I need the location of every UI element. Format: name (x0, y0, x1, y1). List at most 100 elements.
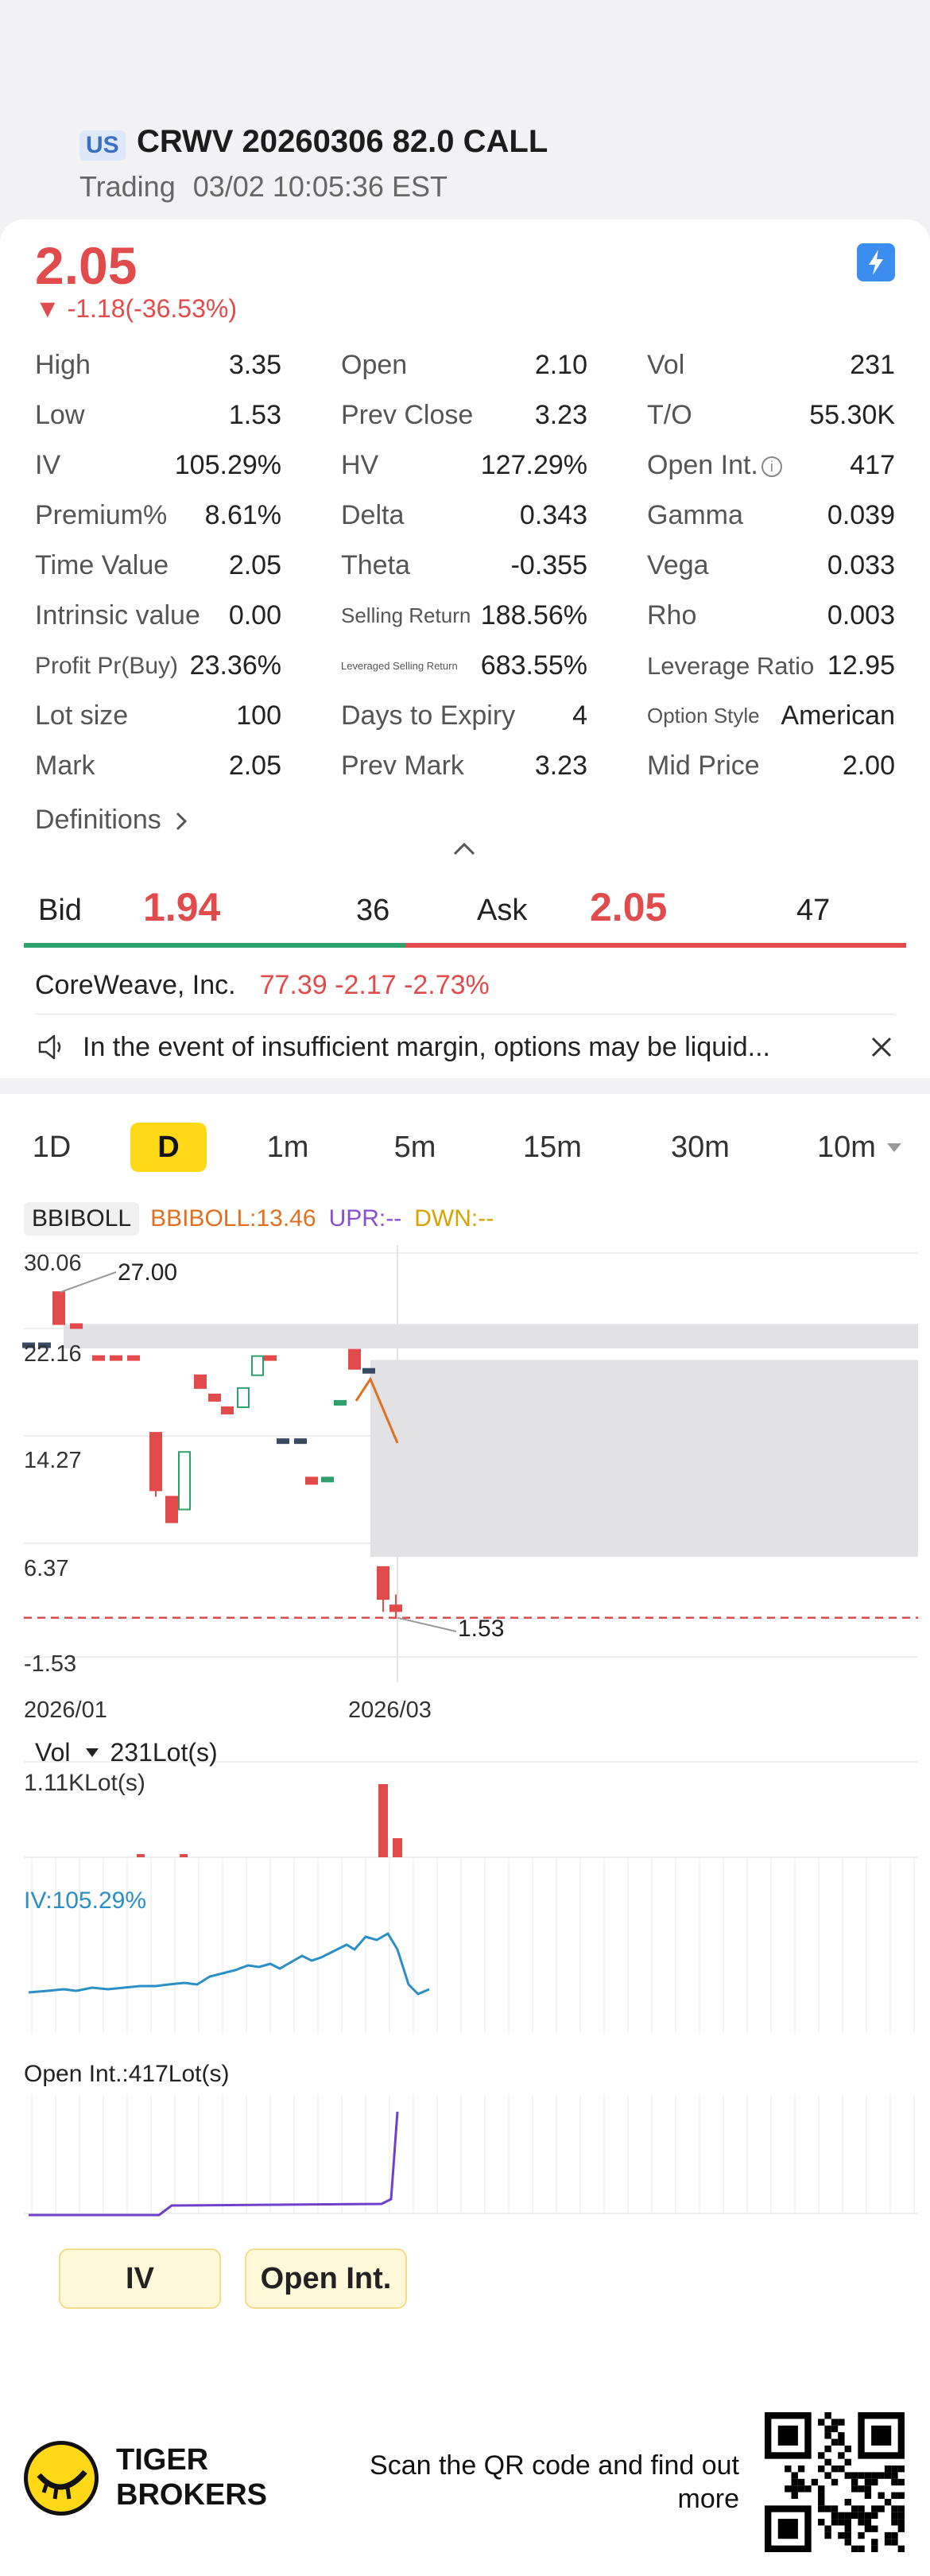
qr-module (871, 2545, 878, 2552)
margin-notice[interactable]: In the event of insufficient margin, opt… (35, 1018, 895, 1077)
qr-module (851, 2512, 858, 2520)
qr-module (891, 2465, 898, 2473)
qr-module (791, 2472, 798, 2479)
tiger-logo (24, 2441, 99, 2516)
qr-module (844, 2458, 851, 2466)
speaker-icon (38, 1034, 61, 1060)
stat-delta: Delta 0.343 (341, 500, 587, 530)
low-annotation: 1.53 (458, 1616, 504, 1642)
qr-module (864, 2485, 872, 2493)
qr-module (838, 2432, 845, 2439)
qr-module (831, 2465, 839, 2473)
ask-label: Ask (477, 894, 528, 927)
ask-price[interactable]: 2.05 (590, 885, 668, 929)
underlying-name: CoreWeave, Inc. (35, 970, 236, 1000)
candle-body (127, 1355, 140, 1361)
tab-1m[interactable]: 1m (266, 1130, 309, 1164)
qr-module (818, 2485, 825, 2493)
stats-grid: High 3.35 Open 2.10 Vol 231 Low 1.53 Prev Cl… (35, 340, 895, 791)
bid-price[interactable]: 1.94 (143, 885, 221, 929)
definitions-link[interactable]: Definitions (35, 805, 189, 836)
indicator-name[interactable]: BBIBOLL (24, 1202, 140, 1236)
qr-module (878, 2492, 885, 2499)
indicator-row[interactable]: BBIBOLL BBIBOLL:13.46 UPR:-- DWN:-- (24, 1202, 494, 1236)
qr-module (824, 2472, 831, 2479)
qr-module (897, 2492, 905, 2499)
last-price: 2.05 (35, 236, 138, 295)
status-timestamp: 03/02 10:05:36 EST (192, 170, 448, 203)
open-int-label: Open Int.:417Lot(s) (24, 2061, 230, 2087)
qr-module (831, 2419, 839, 2426)
qr-module (838, 2465, 845, 2473)
qr-finder (871, 2425, 892, 2446)
volume-row[interactable]: Vol 231Lot(s) (35, 1738, 218, 1767)
iv-line (28, 1931, 430, 1996)
qr-module (897, 2478, 905, 2486)
bollinger-band (370, 1360, 918, 1558)
qr-module (797, 2485, 805, 2493)
iv-toggle-button[interactable]: IV (59, 2248, 221, 2309)
close-icon[interactable] (868, 1034, 895, 1061)
qr-module (891, 2492, 898, 2499)
tab-10m-dropdown[interactable]: 10m (809, 1123, 909, 1172)
bollinger-band (64, 1324, 918, 1348)
qr-module (831, 2478, 839, 2486)
open-int-toggle-button[interactable]: Open Int. (245, 2248, 407, 2309)
qr-module (871, 2505, 878, 2512)
bid-volume-bar (24, 943, 405, 948)
trade-status: Trading 03/02 10:05:36 EST (79, 170, 465, 204)
qr-module (831, 2438, 839, 2446)
qr-module (818, 2492, 825, 2499)
qr-module (824, 2445, 831, 2453)
stat-hv: HV 127.29% (341, 450, 587, 480)
stat-gamma: Gamma 0.039 (647, 500, 895, 530)
qr-module (851, 2505, 858, 2512)
volume-bar (180, 1854, 188, 1857)
qr-module (824, 2432, 831, 2439)
qr-module (844, 2498, 851, 2506)
candle-body (22, 1342, 35, 1348)
stat-open: Open 2.10 (341, 350, 587, 380)
underlying-row[interactable]: CoreWeave, Inc. 77.39 -2.17 -2.73% (35, 957, 895, 1014)
qr-module (884, 2472, 892, 2479)
qr-module (797, 2478, 805, 2486)
scan-text: Scan the QR code and find out more (370, 2450, 739, 2514)
qr-module (858, 2505, 865, 2512)
annotation-line (397, 1616, 457, 1632)
info-icon[interactable]: i (761, 456, 782, 478)
qr-module (851, 2485, 858, 2493)
candle-body (305, 1476, 318, 1485)
qr-module (818, 2452, 825, 2459)
qr-finder (777, 2425, 798, 2446)
qr-module (844, 2525, 851, 2532)
y-axis-label: 22.16 (24, 1341, 82, 1367)
tab-d[interactable]: D (130, 1123, 207, 1172)
candle-body (221, 1406, 234, 1414)
qr-module (891, 2512, 898, 2520)
lightning-icon[interactable] (857, 243, 895, 281)
candlestick-chart[interactable]: 30.06 22.16 14.27 6.37 -1.53 2026/01 202… (0, 1237, 930, 2247)
tab-15m[interactable]: 15m (523, 1130, 582, 1164)
candle-body (348, 1348, 361, 1370)
qr-module (824, 2425, 831, 2433)
stat-mark: Mark 2.05 (35, 751, 281, 781)
chevron-up-icon[interactable] (451, 840, 477, 859)
bid-ask-bar: Bid 1.94 36 Ask 2.05 47 (24, 871, 906, 948)
bid-size: 36 (356, 894, 390, 927)
qr-module (791, 2478, 798, 2486)
candle-body (321, 1476, 334, 1483)
tab-30m[interactable]: 30m (671, 1130, 730, 1164)
bid-label: Bid (38, 894, 82, 927)
qr-module (864, 2472, 872, 2479)
tab-5m[interactable]: 5m (393, 1130, 436, 1164)
indicator-upr: UPR:-- (328, 1205, 402, 1232)
qr-module (884, 2498, 892, 2506)
y-axis-label: -1.53 (24, 1651, 76, 1677)
qr-module (884, 2539, 892, 2546)
tab-1d[interactable]: 1D (32, 1130, 72, 1164)
stat-vol: Vol 231 (647, 350, 895, 380)
volume-value: 231Lot(s) (110, 1738, 218, 1767)
qr-module (897, 2519, 905, 2526)
qr-module (897, 2505, 905, 2512)
qr-code (765, 2412, 905, 2552)
